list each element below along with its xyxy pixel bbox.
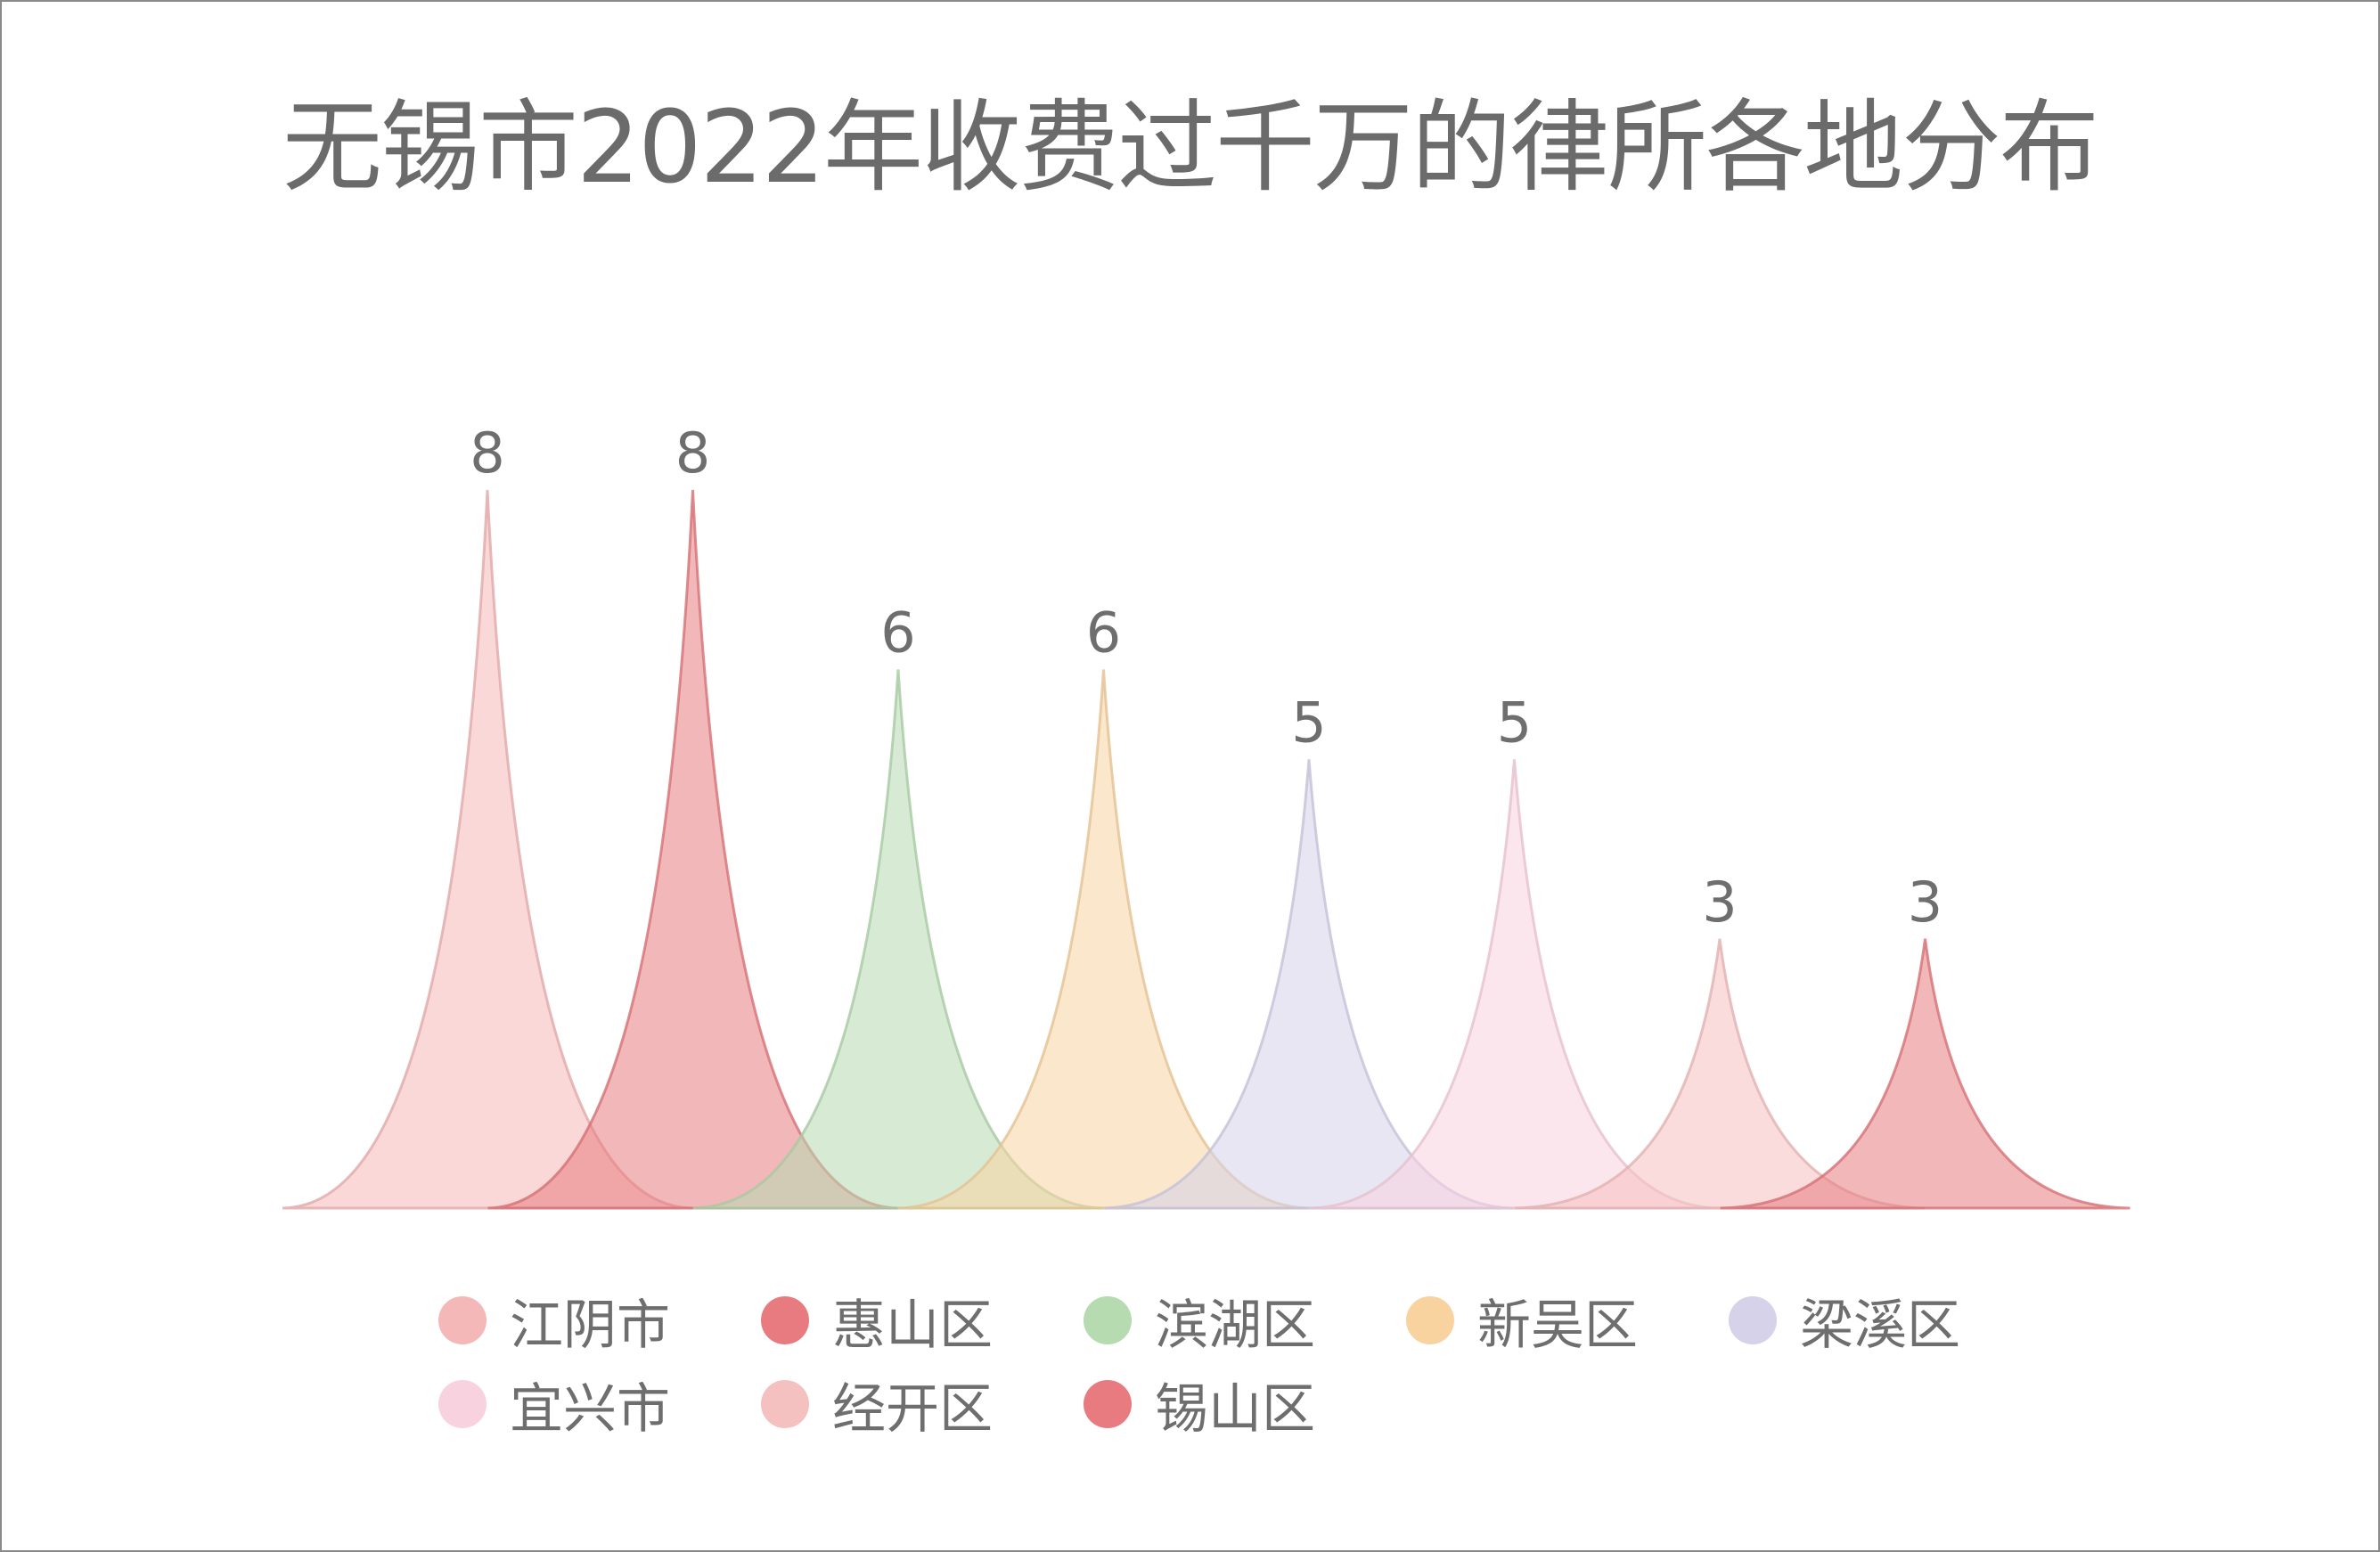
legend-item-6[interactable]: 宜兴市 [438,1376,761,1441]
legend-label-1: 江阴市 [510,1294,670,1357]
data-label-1: 8 [470,421,504,486]
data-label-3: 6 [880,600,915,666]
legend-swatch-5 [1729,1296,1777,1344]
legend-label-6: 宜兴市 [510,1377,670,1441]
legend-swatch-8 [1084,1380,1132,1428]
legend-label-5: 梁溪区 [1800,1294,1960,1357]
data-label-6: 5 [1497,690,1532,755]
legend-label-8: 锡山区 [1155,1377,1315,1441]
data-label-4: 6 [1086,600,1121,666]
data-label-7: 3 [1702,870,1737,935]
chart-legend: 江阴市 惠山区 滨湖区 新吴区 梁溪区宜兴市 经开区 锡山区 [438,1292,2042,1441]
legend-label-7: 经开区 [832,1377,993,1441]
legend-swatch-4 [1406,1296,1454,1344]
data-label-2: 8 [675,421,710,486]
legend-item-7[interactable]: 经开区 [761,1376,1084,1441]
data-label-8: 3 [1908,870,1942,935]
legend-item-4[interactable]: 新吴区 [1406,1292,1729,1357]
chart-title: 无锡市2022年收费过千万的律所各地分布 [282,90,2099,206]
legend-item-8[interactable]: 锡山区 [1084,1376,1406,1441]
legend-swatch-6 [438,1380,487,1428]
legend-item-2[interactable]: 惠山区 [761,1292,1084,1357]
data-label-5: 5 [1291,690,1326,755]
legend-item-3[interactable]: 滨湖区 [1084,1292,1406,1357]
legend-item-1[interactable]: 江阴市 [438,1292,761,1357]
legend-swatch-3 [1084,1296,1132,1344]
chart-peak-8[interactable] [1720,938,2131,1210]
legend-label-4: 新吴区 [1477,1294,1638,1357]
legend-swatch-7 [761,1380,809,1428]
legend-swatch-1 [438,1296,487,1344]
legend-label-3: 滨湖区 [1155,1294,1315,1357]
legend-swatch-2 [761,1296,809,1344]
legend-item-5[interactable]: 梁溪区 [1729,1292,2051,1357]
legend-label-2: 惠山区 [832,1294,993,1357]
